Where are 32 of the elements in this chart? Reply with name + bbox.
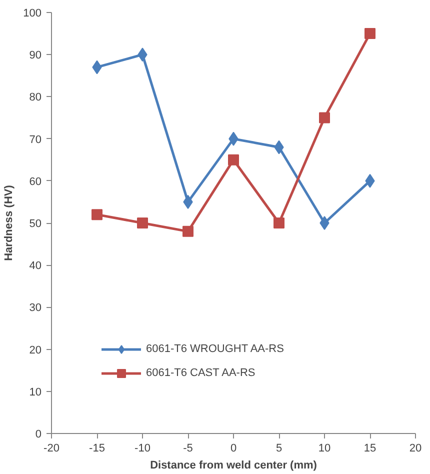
legend-label: 6061-T6 WROUGHT AA-RS bbox=[146, 343, 284, 355]
point bbox=[228, 154, 239, 166]
y-tick-label: 90 bbox=[29, 50, 42, 62]
x-tick-label: 20 bbox=[409, 442, 422, 454]
x-tick-label: -5 bbox=[183, 442, 193, 454]
y-tick-label: 0 bbox=[35, 428, 42, 440]
x-tick-label: 5 bbox=[276, 442, 282, 454]
legend-label: 6061-T6 CAST AA-RS bbox=[146, 367, 256, 379]
y-tick-label: 20 bbox=[29, 344, 42, 356]
y-axis-title: Hardness (HV) bbox=[3, 184, 16, 261]
y-tick-label: 10 bbox=[29, 386, 42, 398]
y-tick-label: 30 bbox=[29, 302, 42, 314]
y-tick-label: 50 bbox=[29, 218, 42, 230]
y-tick-label: 60 bbox=[29, 176, 42, 188]
x-axis-title: Distance from weld center (mm) bbox=[150, 460, 318, 472]
y-tick-label: 80 bbox=[29, 92, 42, 104]
point bbox=[182, 226, 194, 237]
point bbox=[274, 218, 284, 228]
x-tick-label: 10 bbox=[318, 442, 331, 454]
x-tick-label: 15 bbox=[364, 442, 376, 454]
point bbox=[319, 112, 330, 124]
point bbox=[92, 209, 102, 220]
point bbox=[320, 216, 330, 230]
y-tick-label: 40 bbox=[29, 260, 42, 272]
y-tick-label: 100 bbox=[23, 8, 42, 20]
x-tick-label: -10 bbox=[134, 442, 150, 454]
x-tick-label: 0 bbox=[230, 442, 237, 454]
point bbox=[137, 218, 148, 228]
point bbox=[364, 28, 376, 40]
y-tick-label: 70 bbox=[29, 134, 42, 146]
x-tick-label: -20 bbox=[44, 442, 60, 454]
x-tick-label: -15 bbox=[89, 442, 105, 454]
